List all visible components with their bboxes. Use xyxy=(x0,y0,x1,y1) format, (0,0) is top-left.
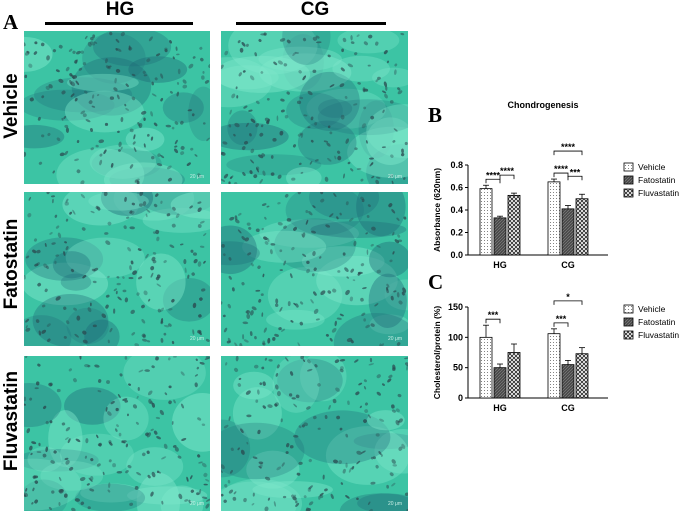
y-axis-label: Cholesterol/protein (%) xyxy=(432,306,442,400)
bar-fatostatin-cg xyxy=(561,208,575,256)
bar-fatostatin-hg xyxy=(493,217,507,256)
significance-label: *** xyxy=(556,314,567,324)
x-tick-label: CG xyxy=(561,403,575,413)
bar-vehicle-cg xyxy=(547,181,561,256)
legend-swatch-fatostatin xyxy=(623,317,634,327)
micrograph-cg-fluvastatin xyxy=(221,356,408,511)
significance-bracket xyxy=(553,172,569,178)
legend-label: Vehicle xyxy=(638,162,666,172)
legend-swatch-fluvastatin xyxy=(623,330,634,340)
y-axis-label: Absorbance (620nm) xyxy=(432,168,442,252)
y-tick-label: 0 xyxy=(458,393,463,403)
bar-vehicle-cg xyxy=(547,333,561,399)
y-tick-label: 0.0 xyxy=(450,250,463,260)
legend-swatch-fatostatin xyxy=(623,175,634,185)
micrograph-cg-fatostatin xyxy=(221,192,408,346)
scale-bar-label: 20 μm xyxy=(388,501,402,507)
y-tick-label: 50 xyxy=(453,363,463,373)
significance-bracket xyxy=(553,150,583,156)
significance-label: *** xyxy=(488,310,499,320)
micrograph-cg-vehicle xyxy=(221,31,408,184)
chart-title: Chondrogenesis xyxy=(507,100,578,110)
micrograph-hg-fluvastatin xyxy=(24,356,210,511)
bar-fluvastatin-cg xyxy=(575,198,589,256)
micrograph-hg-fatostatin xyxy=(24,192,210,346)
scale-bar-label: 20 μm xyxy=(388,336,402,342)
panel-b-label: B xyxy=(428,103,443,127)
column-header-hg: HG xyxy=(105,0,135,20)
x-tick-label: HG xyxy=(493,403,507,413)
bar-vehicle-hg xyxy=(479,336,493,399)
y-tick-label: 150 xyxy=(448,302,463,312)
x-tick-label: CG xyxy=(561,260,575,270)
significance-bracket xyxy=(485,178,501,184)
row-label-fluvastatin: Fluvastatin xyxy=(1,370,22,472)
scale-bar-label: 20 μm xyxy=(190,501,204,507)
bar-fluvastatin-cg xyxy=(575,353,589,399)
row-label-fatostatin: Fatostatin xyxy=(1,218,22,310)
legend-swatch-vehicle xyxy=(623,304,634,314)
chondrogenesis-chart: Chondrogenesis 0.0 0.2 0.4 0.6 0.8 Absorbance … xyxy=(432,100,679,270)
significance-label: *** xyxy=(570,167,581,177)
column-bar-hg xyxy=(45,22,193,25)
legend-label: Fatostatin xyxy=(638,317,676,327)
row-label-vehicle: Vehicle xyxy=(1,73,22,139)
significance-label: **** xyxy=(561,142,576,152)
significance-label: **** xyxy=(500,166,515,176)
y-tick-label: 100 xyxy=(448,332,463,342)
legend-swatch-fluvastatin xyxy=(623,188,634,198)
legend-label: Fluvastatin xyxy=(638,188,679,198)
significance-label: * xyxy=(566,292,570,302)
bar-fatostatin-cg xyxy=(561,364,575,399)
y-tick-label: 0.8 xyxy=(450,160,463,170)
x-tick-label: HG xyxy=(493,260,507,270)
significance-label: **** xyxy=(486,170,501,180)
significance-bracket xyxy=(567,175,583,181)
legend-label: Vehicle xyxy=(638,304,666,314)
y-tick-label: 0.2 xyxy=(450,228,463,238)
significance-bracket xyxy=(485,318,501,324)
significance-bracket xyxy=(499,174,515,180)
significance-bracket xyxy=(553,300,583,305)
column-bar-cg xyxy=(236,22,386,25)
panel-c-label: C xyxy=(428,270,444,294)
scale-bar-label: 20 μm xyxy=(388,174,402,180)
y-tick-label: 0.4 xyxy=(450,205,463,215)
micrograph-hg-vehicle xyxy=(24,31,210,184)
column-header-cg: CG xyxy=(300,0,330,20)
bar-fluvastatin-hg xyxy=(507,352,521,399)
bar-fluvastatin-hg xyxy=(507,194,521,256)
significance-label: **** xyxy=(554,164,569,174)
panel-a-label: A xyxy=(3,10,19,34)
legend-label: Fatostatin xyxy=(638,175,676,185)
scale-bar-label: 20 μm xyxy=(190,336,204,342)
scale-bar-label: 20 μm xyxy=(190,174,204,180)
legend-label: Fluvastatin xyxy=(638,330,679,340)
y-tick-label: 0.6 xyxy=(450,183,463,193)
significance-bracket xyxy=(553,322,569,327)
bar-fatostatin-hg xyxy=(493,367,507,399)
legend-swatch-vehicle xyxy=(623,162,634,172)
bar-vehicle-hg xyxy=(479,188,493,256)
